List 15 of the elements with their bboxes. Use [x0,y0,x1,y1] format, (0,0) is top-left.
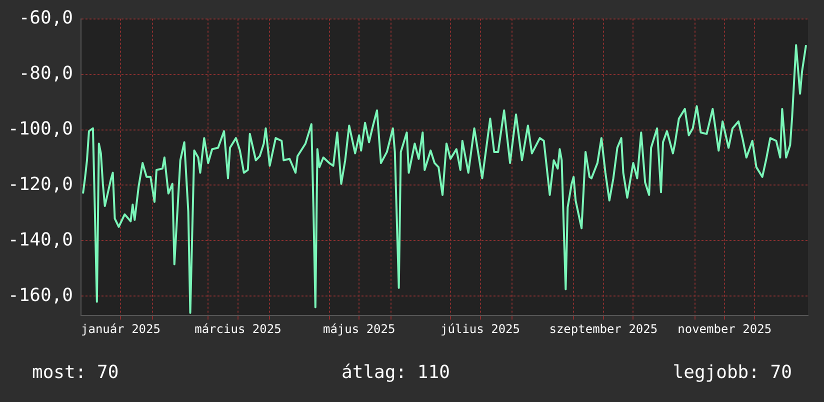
x-tick-label: november 2025 [678,322,772,336]
x-tick-label: március 2025 [194,322,282,336]
x-tick-label: május 2025 [322,322,396,336]
text: átlag: 110 [342,362,450,383]
y-tick-label: -60,0 [18,7,74,28]
y-tick-label: -140,0 [8,229,74,250]
text: legjobb: 70 [672,362,792,383]
x-tick-label: július 2025 [440,322,520,336]
y-tick-label: -160,0 [8,284,74,306]
x-tick-label: január 2025 [81,322,160,336]
y-tick-label: -120,0 [8,174,74,195]
x-tick-label: szeptember 2025 [549,322,658,336]
y-tick-label: -100,0 [8,118,74,140]
text: most: 70 [32,362,119,383]
y-tick-label: -80,0 [18,62,74,84]
